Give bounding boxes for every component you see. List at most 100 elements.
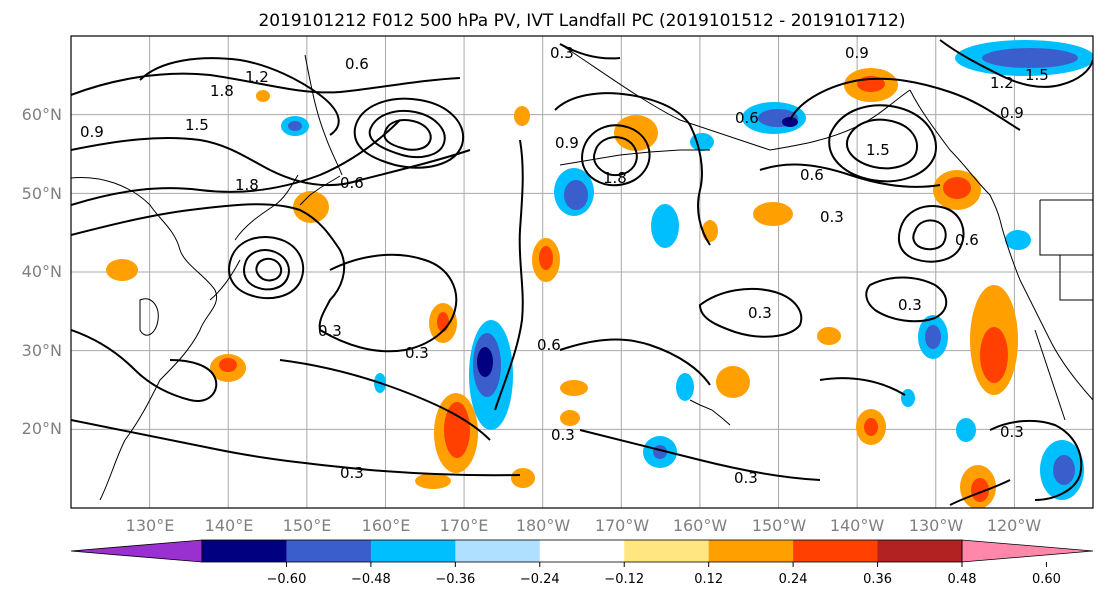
contour-line <box>71 203 346 331</box>
contour-line <box>789 77 1021 131</box>
contour-line <box>319 253 458 353</box>
latitude-labels: 60°N 50°N 40°N 30°N 20°N <box>22 105 62 438</box>
colorbar-tick-label: −0.24 <box>520 572 560 587</box>
contour-label: 0.3 <box>820 208 844 226</box>
contour-line <box>559 43 621 60</box>
contour-line <box>139 57 340 136</box>
lon-label: 140°W <box>830 516 885 535</box>
contour-label: 1.5 <box>1025 66 1049 84</box>
shade-blob-pos-18 <box>560 410 580 426</box>
contour-label: 0.3 <box>405 344 429 362</box>
colorbar-tick-label: −0.12 <box>604 572 644 587</box>
contour-line <box>71 419 521 477</box>
contour-line <box>759 163 941 188</box>
colorbar-extend-high <box>961 539 1094 563</box>
coast-bc <box>909 89 1001 221</box>
contour-label: 0.9 <box>845 44 869 62</box>
coast-kamchatka <box>304 54 343 176</box>
shade-blob-pos-20 <box>514 106 530 126</box>
contour-ring <box>828 104 937 183</box>
contour-line <box>559 338 711 386</box>
contour-label: 0.3 <box>734 469 758 487</box>
lon-label: 160°E <box>362 516 411 535</box>
coast-uswest <box>999 219 1093 401</box>
contour-line <box>865 276 948 323</box>
shade-blob-pos-5 <box>429 303 457 343</box>
contour-ring <box>368 110 446 159</box>
contour-label: 0.3 <box>340 464 364 482</box>
colorbar-segment <box>793 540 879 562</box>
lat-label: 50°N <box>22 184 62 203</box>
shade-blob-neg-13 <box>956 418 976 442</box>
coast-baja <box>1034 329 1066 421</box>
pv-contours <box>71 39 1093 506</box>
contour-line <box>71 72 461 96</box>
shade-blob-neg-10 <box>281 116 309 136</box>
contour-label: 0.6 <box>735 109 759 127</box>
lon-label: 170°E <box>440 516 489 535</box>
border-canada-us <box>1039 199 1093 301</box>
lon-label: 120°W <box>987 516 1042 535</box>
contour-label: 0.6 <box>800 166 824 184</box>
contour-label: 0.6 <box>955 231 979 249</box>
shade-blob-pos-7 <box>210 354 246 382</box>
contour-line <box>939 39 1093 88</box>
shade-blob-pos-15 <box>560 380 588 396</box>
contour-ring <box>255 257 283 282</box>
contour-ring <box>581 124 651 187</box>
lon-label: 150°W <box>752 516 807 535</box>
contour-line <box>71 137 471 187</box>
colorbar-tick-label: 0.12 <box>694 572 723 587</box>
shade-blob-neg-14 <box>690 133 714 151</box>
shade-blob-pos-9 <box>106 259 138 281</box>
shade-blob-neg-11 <box>1005 230 1031 250</box>
contour-ring <box>383 119 432 151</box>
lat-label: 40°N <box>22 262 62 281</box>
colorbar-segment <box>539 540 625 562</box>
lat-label: 60°N <box>22 105 62 124</box>
colorbar-extend-low <box>70 539 203 563</box>
contour-line <box>279 359 491 441</box>
coast-korea <box>139 298 159 336</box>
contour-label: 0.9 <box>80 123 104 141</box>
contour-label: 1.8 <box>603 169 627 187</box>
contour-label: 0.3 <box>898 296 922 314</box>
coast-hawaii <box>689 399 731 426</box>
contour-label: 1.5 <box>185 116 209 134</box>
shade-blob-neg-15 <box>901 389 915 407</box>
contour-ring <box>897 205 965 263</box>
shade-blob-pos-13 <box>716 366 750 398</box>
contour-label: 1.2 <box>245 68 269 86</box>
contour-label: 1.8 <box>210 82 234 100</box>
contour-ring <box>228 236 305 300</box>
contour-label: 0.9 <box>1000 104 1024 122</box>
shade-blob-pos-1 <box>844 68 898 102</box>
colorbar-tick-label: 0.60 <box>1032 572 1061 587</box>
shade-blob-pos-2 <box>933 170 981 210</box>
colorbar-tick-label: −0.48 <box>351 572 391 587</box>
contour-line <box>579 429 821 481</box>
lon-label: 150°E <box>283 516 332 535</box>
contour-line <box>71 119 401 206</box>
coast-asia <box>71 176 218 501</box>
colorbar-segment <box>455 540 541 562</box>
contour-label: 0.3 <box>550 44 574 62</box>
colorbar-segment <box>624 540 710 562</box>
coast-aleutians <box>559 149 710 166</box>
colorbar-tick-label: 0.36 <box>863 572 892 587</box>
colorbar-segment <box>202 540 287 562</box>
shade-blob-neg-4 <box>651 204 679 248</box>
colorbar-segment <box>286 540 372 562</box>
colorbar <box>70 539 1094 563</box>
shade-blob-neg-2 <box>955 40 1093 76</box>
contour-line <box>819 377 906 396</box>
lon-label: 140°E <box>205 516 254 535</box>
contour-line <box>554 92 711 246</box>
colorbar-ticks: −0.60 −0.48 −0.36 −0.24 −0.12 0.12 0.24 0.36 0.4… <box>267 562 1061 587</box>
shade-blob-neg-6 <box>918 315 948 359</box>
contour-label: 1.2 <box>990 74 1014 92</box>
shade-blob-neg-9 <box>643 436 677 468</box>
contour-line <box>949 479 1011 506</box>
shade-blob-pos-14 <box>753 202 793 226</box>
lon-label: 170°W <box>595 516 650 535</box>
